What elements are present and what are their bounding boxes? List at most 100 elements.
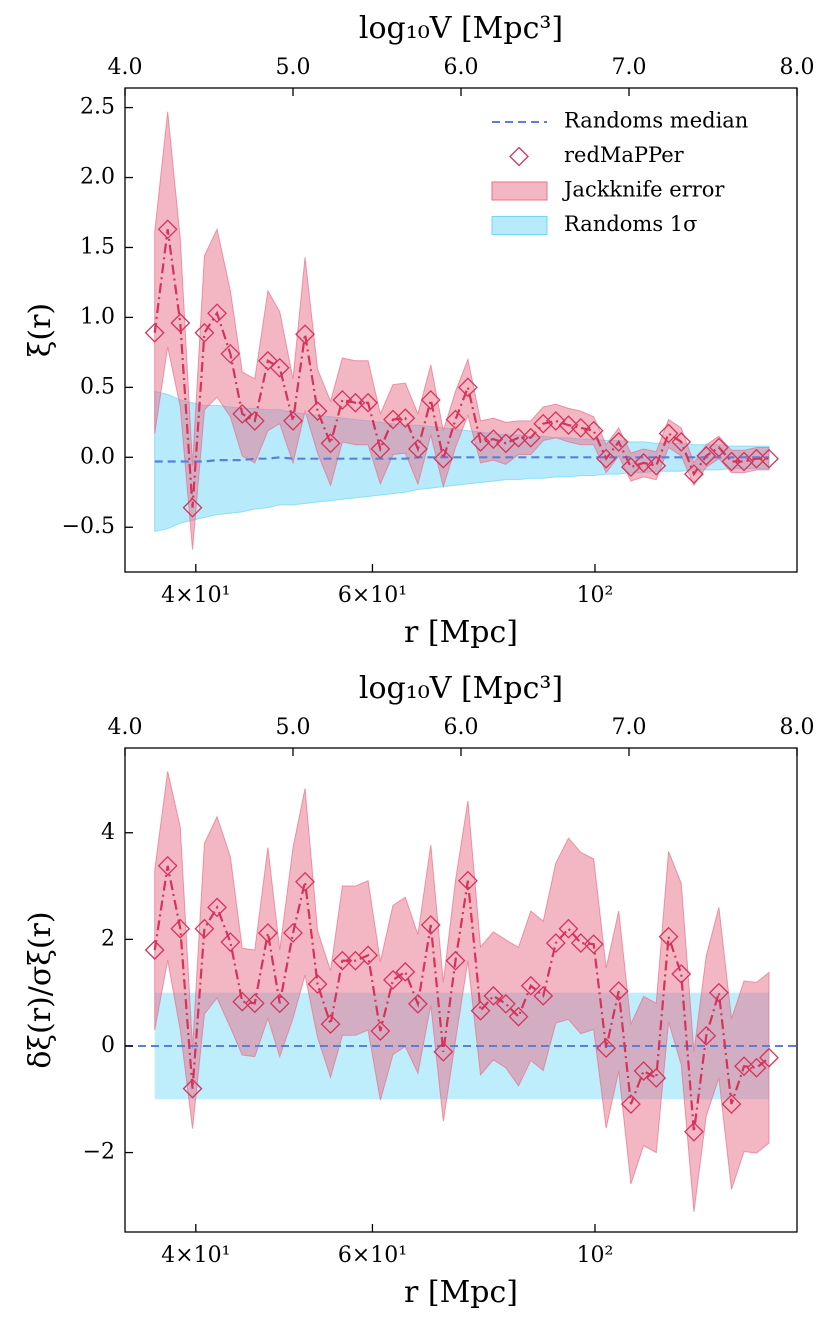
x-tick-label: 4×10¹: [161, 1243, 230, 1268]
y-axis-label: ξ(r): [23, 303, 58, 357]
marker: [470, 431, 491, 452]
marker: [520, 975, 541, 996]
marker: [420, 915, 441, 935]
error-band: [154, 111, 770, 550]
y-tick-label: 2.5: [80, 95, 115, 120]
marker: [307, 974, 328, 995]
marker: [358, 392, 378, 413]
series-line: [154, 456, 769, 463]
x2-tick-label: 7.0: [612, 55, 647, 80]
marker: [232, 991, 253, 1012]
marker: [407, 993, 428, 1014]
legend-label: Jackknife error: [562, 178, 725, 202]
marker: [570, 417, 591, 438]
marker: [620, 457, 641, 478]
marker: [684, 1121, 704, 1142]
marker: [533, 413, 554, 434]
marker: [633, 1061, 654, 1081]
x2-axis-label: log₁₀V [Mpc³]: [359, 671, 563, 706]
legend-label: Randoms 1σ: [564, 212, 698, 236]
y-tick-label: 2.0: [80, 165, 115, 190]
x-tick-label: 10²: [577, 583, 614, 608]
x-axis-label: r [Mpc]: [404, 615, 518, 650]
marker: [734, 451, 754, 472]
legend-swatch: [491, 216, 548, 235]
series-line: [153, 865, 770, 1132]
marker: [370, 438, 391, 459]
marker: [583, 934, 604, 955]
marker: [170, 313, 191, 333]
marker: [407, 438, 428, 459]
marker: [608, 981, 629, 1001]
marker: [746, 1057, 767, 1078]
marker: [520, 427, 541, 448]
plot-area: [144, 111, 779, 550]
error-band: [154, 771, 770, 1212]
marker: [759, 448, 779, 469]
marker: [283, 923, 303, 943]
marker: [671, 431, 692, 452]
x2-tick-label: 4.0: [108, 715, 143, 740]
x-tick-label: 10²: [577, 1243, 614, 1268]
series-line: [153, 229, 769, 508]
marker: [194, 918, 215, 939]
marker: [220, 932, 241, 952]
marker: [696, 445, 717, 466]
x2-tick-label: 6.0: [444, 715, 479, 740]
marker: [545, 411, 566, 431]
marker: [646, 455, 667, 476]
x2-tick-label: 6.0: [444, 55, 479, 80]
legend-swatch: [491, 181, 548, 201]
marker: [207, 303, 227, 324]
y-tick-label: 0: [101, 1033, 115, 1058]
marker: [457, 870, 478, 891]
legend-label: redMaPPer: [564, 143, 685, 167]
y-tick-label: −2: [83, 1140, 115, 1165]
marker: [470, 1000, 491, 1021]
plot-area: [125, 771, 797, 1212]
y-tick-label: −0.5: [62, 514, 115, 539]
y-axis-label: δξ(r)/σξ(r): [23, 911, 58, 1068]
marker: [483, 429, 504, 450]
marker: [244, 993, 265, 1014]
marker: [508, 1006, 529, 1027]
marker: [232, 404, 253, 424]
marker: [646, 1068, 667, 1088]
marker: [420, 390, 441, 410]
x2-tick-label: 4.0: [108, 55, 143, 80]
marker: [295, 324, 315, 345]
marker: [445, 409, 466, 430]
marker: [320, 1014, 341, 1035]
marker: [445, 950, 466, 971]
marker: [358, 945, 378, 966]
x-tick-label: 6×10¹: [338, 1243, 407, 1268]
y-tick-label: 1.0: [80, 304, 115, 329]
legend-label: Randoms median: [564, 109, 748, 133]
marker: [708, 437, 729, 458]
marker: [620, 1094, 641, 1114]
marker: [583, 420, 604, 441]
x-tick-label: 6×10¹: [338, 583, 407, 608]
marker: [244, 411, 265, 431]
y-tick-label: 0.0: [80, 444, 115, 469]
marker: [370, 1021, 391, 1041]
marker: [596, 1038, 617, 1059]
marker: [684, 464, 704, 485]
x2-tick-label: 7.0: [612, 715, 647, 740]
marker: [157, 855, 178, 876]
x2-tick-label: 5.0: [276, 715, 311, 740]
marker: [721, 1094, 742, 1114]
marker: [170, 918, 191, 939]
marker: [671, 964, 692, 984]
marker: [332, 390, 353, 410]
marker: [257, 350, 278, 371]
marker: [182, 1078, 203, 1099]
marker: [283, 411, 303, 431]
marker: [144, 940, 165, 960]
marker: [734, 1056, 754, 1077]
marker: [433, 1041, 454, 1062]
y-tick-label: 1.5: [80, 234, 115, 259]
marker: [269, 357, 290, 378]
marker: [395, 961, 416, 982]
marker: [608, 431, 629, 452]
